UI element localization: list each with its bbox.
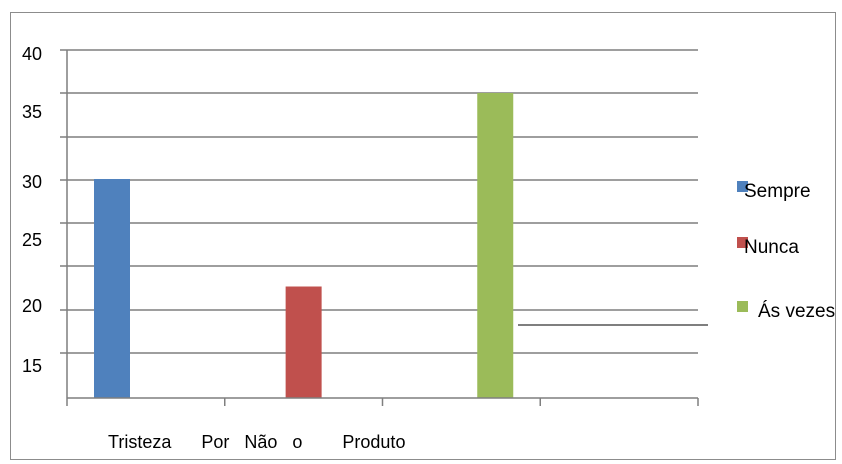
y-tick-label: 40 bbox=[22, 44, 42, 64]
legend-label: Ás vezes bbox=[758, 301, 835, 322]
x-axis-category-labels: Tristeza Por Não o Produto bbox=[108, 432, 405, 452]
legend-label: Nunca bbox=[744, 237, 799, 258]
y-tick-label: 25 bbox=[22, 230, 42, 250]
bar-sempre bbox=[94, 179, 130, 398]
y-tick-label: 15 bbox=[22, 356, 42, 376]
gridlines bbox=[60, 49, 698, 398]
bars bbox=[94, 93, 514, 398]
bar-nunca bbox=[285, 286, 322, 398]
legend-label: Sempre bbox=[744, 181, 811, 202]
y-tick-label: 35 bbox=[22, 102, 42, 122]
y-tick-label: 30 bbox=[22, 172, 42, 192]
legend-swatch bbox=[737, 237, 748, 248]
bar-as-vezes bbox=[477, 93, 514, 398]
x-axis bbox=[66, 397, 699, 406]
chart-frame bbox=[10, 12, 836, 460]
legend: Sempre Nunca Ás vezes bbox=[737, 181, 835, 322]
legend-swatch bbox=[737, 181, 748, 192]
legend-swatch bbox=[737, 301, 748, 312]
y-tick-label: 20 bbox=[22, 296, 42, 316]
y-axis-ticks: 40 35 30 25 20 15 bbox=[22, 44, 42, 376]
